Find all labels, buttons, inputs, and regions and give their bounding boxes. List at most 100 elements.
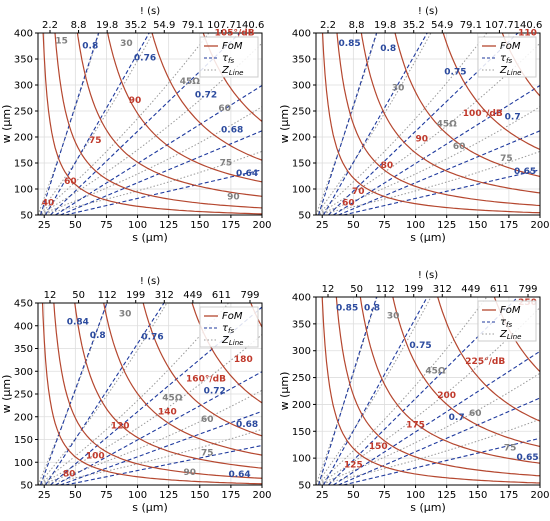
top-tick-label: 312: [155, 290, 174, 301]
x-tick-label: 25: [38, 220, 51, 231]
top-tick-label: 112: [376, 284, 395, 295]
zline-curve: [316, 106, 540, 215]
x-tick-label: 200: [530, 490, 549, 501]
x-tick-label: 175: [221, 490, 240, 501]
fom-curve: [76, 33, 262, 197]
fom-curve: [250, 303, 262, 329]
x-tick-label: 50: [347, 220, 360, 231]
fom-contour-label: 70: [352, 187, 365, 197]
fom-contour-label: 180: [234, 355, 253, 365]
y-tick-label: 50: [298, 211, 311, 222]
fom-curve: [151, 33, 262, 161]
top-tick-label: 35.2: [125, 20, 147, 31]
y-tick-label: 350: [14, 344, 33, 355]
chart-panel-2: 25 50 75 100 125 150 175 200 50 100 150 200 250 300 35…: [278, 6, 550, 244]
x-tick-label: 25: [316, 220, 329, 231]
top-tick-label: 8.8: [349, 20, 365, 31]
top-tick-label: 79.1: [460, 20, 482, 31]
x-tick-label: 200: [252, 490, 271, 501]
fom-contour-label: 60: [342, 199, 355, 209]
zline-curve: [316, 297, 432, 485]
fom-curve: [392, 297, 540, 448]
fom-curve: [335, 297, 540, 477]
tau-contour-label: 0.72: [195, 90, 217, 100]
top-tick-label: 2.2: [320, 20, 336, 31]
zline-contour-label: 60: [469, 409, 482, 419]
fom-contour-label: 105°/dB: [215, 29, 255, 39]
tau-contour-label: 0.8: [90, 331, 106, 341]
top-axis-label: ! (s): [418, 6, 438, 17]
y-tick-label: 150: [14, 435, 33, 446]
fom-curve: [41, 303, 262, 485]
x-tick-label: 150: [468, 220, 487, 231]
x-tick-label: 100: [128, 490, 147, 501]
x-tick-label: 125: [437, 490, 456, 501]
fom-contour-label: 150: [369, 442, 388, 452]
tau-curve: [65, 444, 262, 485]
x-axis-label: s (μm): [410, 231, 446, 244]
y-tick-label: 300: [14, 367, 33, 378]
y-tick-label: 200: [292, 400, 311, 411]
y-tick-label: 250: [14, 390, 33, 401]
zline-curve: [38, 106, 262, 215]
top-tick-label: 54.9: [431, 20, 453, 31]
top-tick-label: 799: [240, 290, 259, 301]
x-tick-label: 50: [69, 220, 82, 231]
top-tick-label: 35.2: [403, 20, 425, 31]
y-tick-label: 100: [292, 185, 311, 196]
top-tick-label: 50: [72, 290, 85, 301]
contour-labels: 80 100 120 140 160°/dB 180 0.840.8 0.76 0.72 0.68…: [63, 310, 258, 480]
y-axis-label: w (μm): [278, 105, 291, 144]
y-tick-label: 200: [14, 412, 33, 423]
tau-contour-label: 0.75: [444, 68, 466, 78]
x-tick-label: 75: [378, 220, 391, 231]
tau-contour-label: 0.72: [204, 387, 226, 397]
y-tick-label: 50: [298, 481, 311, 492]
x-axis-label: s (μm): [132, 501, 168, 514]
fom-contour-label: 160°/dB: [186, 374, 226, 384]
top-tick-label: 50: [350, 284, 363, 295]
tau-contour-label: 0.85: [336, 303, 358, 313]
tau-curve: [328, 33, 519, 215]
y-tick-label: 150: [14, 159, 33, 170]
top-tick-label: 107.7: [485, 20, 514, 31]
fom-contour-label: 100: [86, 452, 105, 462]
y-tick-label: 300: [292, 346, 311, 357]
y-tick-label: 400: [292, 293, 311, 304]
contour-curves: [316, 33, 540, 215]
y-tick-label: 150: [292, 159, 311, 170]
fom-curve: [437, 297, 540, 422]
zline-curve: [38, 334, 262, 485]
fom-contour-label: 175: [406, 421, 425, 431]
fom-curve: [142, 303, 262, 437]
fom-curve: [191, 303, 262, 404]
y-tick-label: 300: [292, 81, 311, 92]
tau-curve: [317, 33, 378, 215]
fom-curve: [53, 303, 262, 479]
tau-curve: [338, 130, 540, 215]
y-tick-label: 450: [14, 299, 33, 310]
y-tick-label: 100: [14, 185, 33, 196]
fom-curve: [202, 33, 262, 123]
x-axis-label: s (μm): [410, 501, 446, 514]
x-tick-label: 175: [499, 220, 518, 231]
zline-contour-label: 45Ω: [162, 393, 183, 403]
zline-curve: [38, 150, 262, 215]
fom-contour-label: 80: [381, 161, 394, 171]
zline-contour-label: 30: [119, 310, 132, 320]
top-tick-label: 2.2: [42, 20, 58, 31]
top-tick-label: 19.8: [374, 20, 396, 31]
zline-contour-label: 60: [453, 142, 466, 152]
top-tick-label: 79.1: [182, 20, 204, 31]
top-tick-label: 140.6: [514, 20, 543, 31]
fom-contour-label: 120: [111, 422, 130, 432]
x-tick-label: 150: [190, 220, 209, 231]
tau-contour-label: 0.64: [228, 470, 250, 480]
y-tick-label: 350: [14, 55, 33, 66]
zline-curve: [316, 418, 540, 485]
top-axis-label: ! (s): [140, 276, 160, 287]
y-tick-label: 250: [292, 373, 311, 384]
legend-tau-sub: fs: [228, 327, 234, 335]
legend-z-sub: Line: [507, 69, 522, 77]
